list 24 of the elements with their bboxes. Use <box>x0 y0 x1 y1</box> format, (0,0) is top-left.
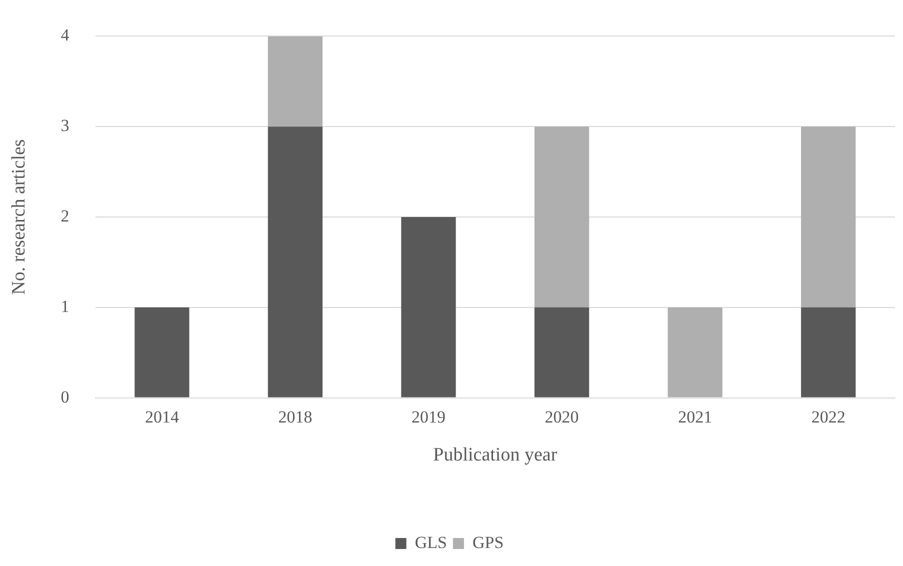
bar <box>801 126 856 308</box>
legend-label: GPS <box>472 532 504 552</box>
legend-label: GLS <box>414 532 447 552</box>
x-tick-label: 2019 <box>412 407 446 426</box>
y-tick-label: 2 <box>60 206 70 226</box>
bar <box>401 217 456 398</box>
bar <box>268 126 323 398</box>
x-axis-title: Publication year <box>433 444 558 466</box>
y-axis-title: No. research articles <box>8 139 30 295</box>
y-tick-label: 3 <box>60 116 70 136</box>
x-tick-label: 2021 <box>678 407 712 426</box>
bar <box>801 307 856 398</box>
bar <box>534 126 590 308</box>
x-tick-label: 2020 <box>544 407 579 426</box>
bar <box>534 307 590 398</box>
bar <box>668 307 722 398</box>
y-tick-label: 1 <box>60 296 70 316</box>
bar <box>268 36 323 127</box>
x-tick-label: 2018 <box>278 407 312 426</box>
bar <box>134 307 190 398</box>
y-tick-label: 0 <box>60 387 70 406</box>
x-tick-label: 2014 <box>144 407 180 426</box>
x-tick-label: 2022 <box>811 407 846 426</box>
y-tick-label: 4 <box>60 26 70 45</box>
